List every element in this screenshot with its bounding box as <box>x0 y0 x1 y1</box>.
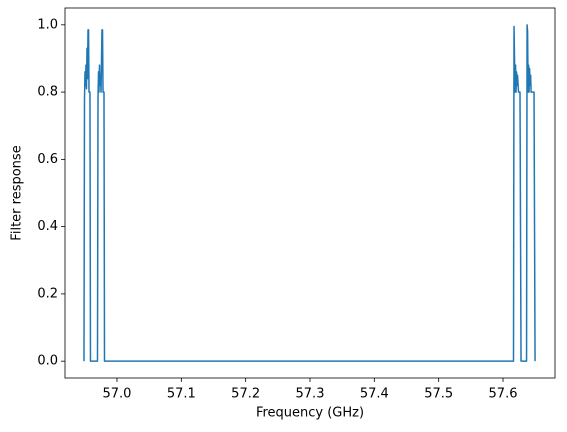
line <box>83 24 536 362</box>
y-tick-label: 0.0 <box>37 354 58 369</box>
x-axis-label: Frequency (GHz) <box>256 406 364 421</box>
x-tick-label: 57.0 <box>103 387 132 402</box>
y-tick-label: 0.4 <box>37 219 58 234</box>
y-tick-label: 0.2 <box>37 286 58 301</box>
y-axis-label: Filter response <box>10 145 25 240</box>
x-tick-label: 57.2 <box>231 387 260 402</box>
x-tick-label: 57.3 <box>296 387 325 402</box>
y-tick-label: 1.0 <box>37 17 58 32</box>
y-tick-label: 0.6 <box>37 152 58 167</box>
x-tick-label: 57.4 <box>360 387 389 402</box>
x-tick-label: 57.5 <box>424 387 453 402</box>
plot-frame <box>64 7 556 379</box>
y-tick-label: 0.8 <box>37 85 58 100</box>
x-tick-label: 57.1 <box>167 387 196 402</box>
x-tick-label: 57.6 <box>489 387 518 402</box>
